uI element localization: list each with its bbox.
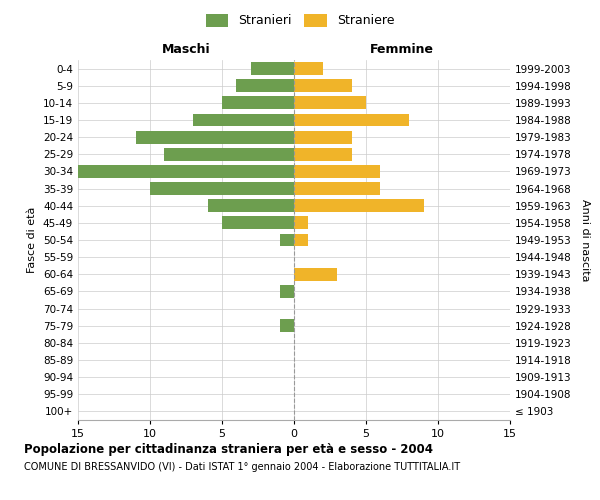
Bar [78, 165, 294, 178]
Bar [150, 182, 294, 195]
Bar [236, 80, 294, 92]
Bar [294, 80, 352, 92]
Bar [164, 148, 294, 160]
Bar [294, 234, 308, 246]
Bar [251, 62, 294, 75]
Bar [294, 130, 352, 143]
Bar [294, 165, 380, 178]
Text: Maschi: Maschi [161, 44, 211, 57]
Y-axis label: Anni di nascita: Anni di nascita [580, 198, 590, 281]
Bar [294, 182, 380, 195]
Legend: Stranieri, Straniere: Stranieri, Straniere [201, 8, 399, 32]
Text: Popolazione per cittadinanza straniera per età e sesso - 2004: Popolazione per cittadinanza straniera p… [24, 442, 433, 456]
Bar [294, 114, 409, 126]
Text: Femmine: Femmine [370, 44, 434, 57]
Bar [294, 268, 337, 280]
Bar [294, 216, 308, 230]
Bar [280, 234, 294, 246]
Bar [294, 148, 352, 160]
Bar [294, 200, 424, 212]
Bar [222, 216, 294, 230]
Bar [280, 320, 294, 332]
Bar [136, 130, 294, 143]
Text: COMUNE DI BRESSANVIDO (VI) - Dati ISTAT 1° gennaio 2004 - Elaborazione TUTTITALI: COMUNE DI BRESSANVIDO (VI) - Dati ISTAT … [24, 462, 460, 472]
Bar [222, 96, 294, 110]
Bar [294, 62, 323, 75]
Bar [294, 96, 366, 110]
Y-axis label: Fasce di età: Fasce di età [28, 207, 37, 273]
Bar [193, 114, 294, 126]
Bar [208, 200, 294, 212]
Bar [280, 285, 294, 298]
